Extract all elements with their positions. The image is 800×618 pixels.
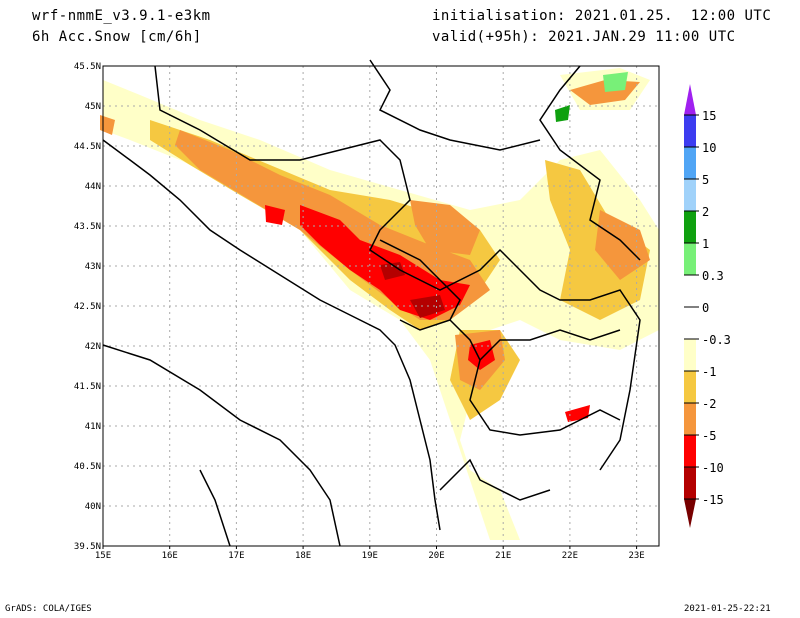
colorbar-segment bbox=[684, 179, 696, 211]
lat-label: 45.5N bbox=[74, 62, 101, 72]
footer-credit: GrADS: COLA/IGES bbox=[5, 604, 92, 614]
lon-label: 22E bbox=[562, 551, 578, 561]
colorbar-segment bbox=[684, 275, 696, 307]
lat-label: 39.5N bbox=[74, 542, 101, 552]
lat-label: 44.5N bbox=[74, 142, 101, 152]
colorbar-label: 0.3 bbox=[702, 269, 724, 283]
lon-label: 23E bbox=[628, 551, 644, 561]
colorbar-segment bbox=[684, 147, 696, 179]
colorbar-segment bbox=[684, 403, 696, 435]
colorbar-label: -10 bbox=[702, 461, 724, 475]
colorbar-segment bbox=[684, 467, 696, 499]
colorbar-segment bbox=[684, 339, 696, 371]
lat-label: 43.5N bbox=[74, 222, 101, 232]
colorbar-label: 2 bbox=[702, 205, 709, 219]
country-borders bbox=[102, 59, 641, 547]
lat-label: 41N bbox=[85, 422, 101, 432]
lat-label: 43N bbox=[85, 262, 101, 272]
colorbar-label: 15 bbox=[702, 109, 716, 123]
colorbar-label: 0 bbox=[702, 301, 709, 315]
colorbar-label: 1 bbox=[702, 237, 709, 251]
field-title: 6h Acc.Snow [cm/6h] bbox=[32, 29, 202, 45]
lon-label: 20E bbox=[428, 551, 444, 561]
colorbar-arrow-top bbox=[684, 84, 696, 115]
footer-timestamp: 2021-01-25-22:21 bbox=[684, 604, 771, 614]
colorbar-segment bbox=[684, 371, 696, 403]
lat-label: 42.5N bbox=[74, 302, 101, 312]
lat-label: 44N bbox=[85, 182, 101, 192]
lat-label: 40N bbox=[85, 502, 101, 512]
lon-label: 16E bbox=[162, 551, 178, 561]
lat-label: 45N bbox=[85, 102, 101, 112]
colorbar-segment bbox=[684, 115, 696, 147]
colorbar-arrow-bottom bbox=[684, 499, 696, 528]
model-title: wrf-nmmE_v3.9.1-e3km bbox=[32, 8, 211, 24]
lon-label: 17E bbox=[228, 551, 244, 561]
lon-label: 19E bbox=[362, 551, 378, 561]
colorbar-segment bbox=[684, 435, 696, 467]
init-time: initialisation: 2021.01.25. 12:00 UTC bbox=[432, 8, 772, 24]
colorbar-label: 5 bbox=[702, 173, 709, 187]
colorbar-label: -15 bbox=[702, 493, 724, 507]
colorbar-label: -1 bbox=[702, 365, 716, 379]
colorbar-label: -2 bbox=[702, 397, 716, 411]
lon-label: 18E bbox=[295, 551, 311, 561]
colorbar: 15 10 5 2 1 0.3 0 -0.3 -1 -2 -5 -10 -15 bbox=[684, 84, 731, 528]
colorbar-segment bbox=[684, 307, 696, 339]
colorbar-label: -0.3 bbox=[702, 333, 731, 347]
map-frame bbox=[102, 65, 660, 547]
lat-label: 41.5N bbox=[74, 382, 101, 392]
colorbar-label: -5 bbox=[702, 429, 716, 443]
lat-label: 42N bbox=[85, 342, 101, 352]
lon-label: 15E bbox=[95, 551, 111, 561]
lat-label: 40.5N bbox=[74, 462, 101, 472]
colorbar-label: 10 bbox=[702, 141, 716, 155]
valid-time: valid(+95h): 2021.JAN.29 11:00 UTC bbox=[432, 29, 736, 45]
colorbar-segment bbox=[684, 211, 696, 243]
snow-field bbox=[100, 68, 659, 540]
colorbar-segment bbox=[684, 243, 696, 275]
lon-label: 21E bbox=[495, 551, 511, 561]
